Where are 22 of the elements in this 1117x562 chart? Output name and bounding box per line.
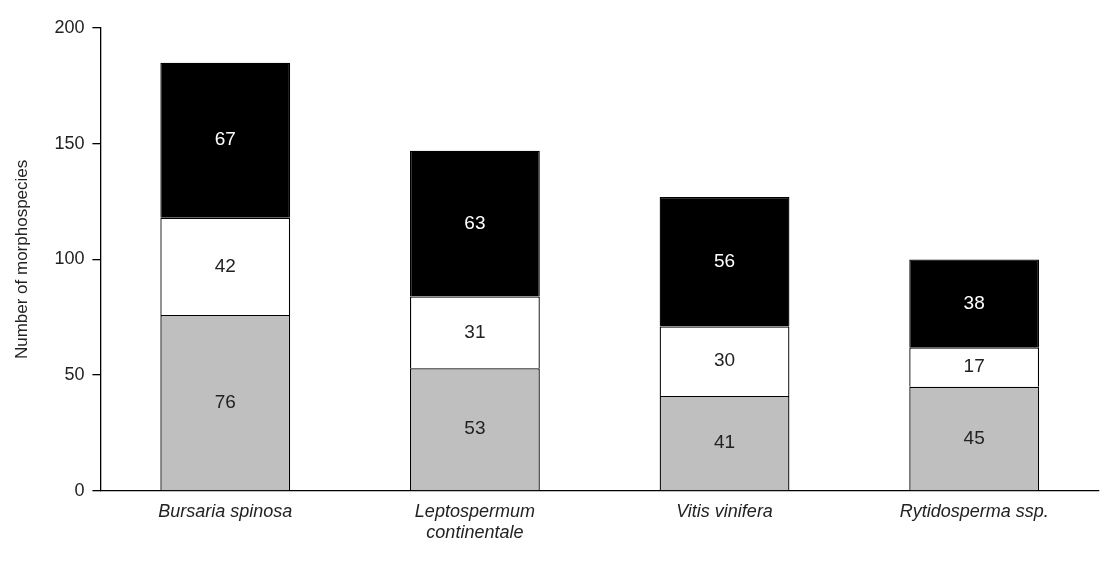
data-label: 67 [214, 128, 236, 150]
y-tick-label: 100 [54, 248, 85, 269]
x-tick-label: Rytidosperma ssp. [899, 500, 1049, 521]
x-tick-label: Leptospermum continentale [414, 500, 535, 543]
data-label: 38 [963, 291, 985, 313]
data-label: 42 [214, 254, 236, 276]
x-tick-label: Bursaria spinosa [158, 500, 293, 521]
data-label: 45 [963, 426, 985, 448]
data-label: 63 [464, 211, 486, 233]
y-tick-label: 0 [74, 479, 85, 500]
data-label: 56 [713, 249, 736, 271]
y-tick-label: 200 [54, 16, 85, 37]
data-label: 17 [963, 355, 985, 377]
data-label: 76 [214, 390, 236, 412]
data-label: 30 [713, 349, 736, 371]
data-label: 31 [464, 320, 486, 342]
y-tick-label: 50 [64, 364, 85, 385]
y-axis-title: Number of morphospecies [11, 159, 31, 360]
data-label: 41 [713, 431, 736, 453]
data-label: 53 [464, 417, 486, 439]
y-tick-label: 150 [54, 132, 85, 153]
x-tick-label: Vitis vinifera [676, 500, 773, 521]
